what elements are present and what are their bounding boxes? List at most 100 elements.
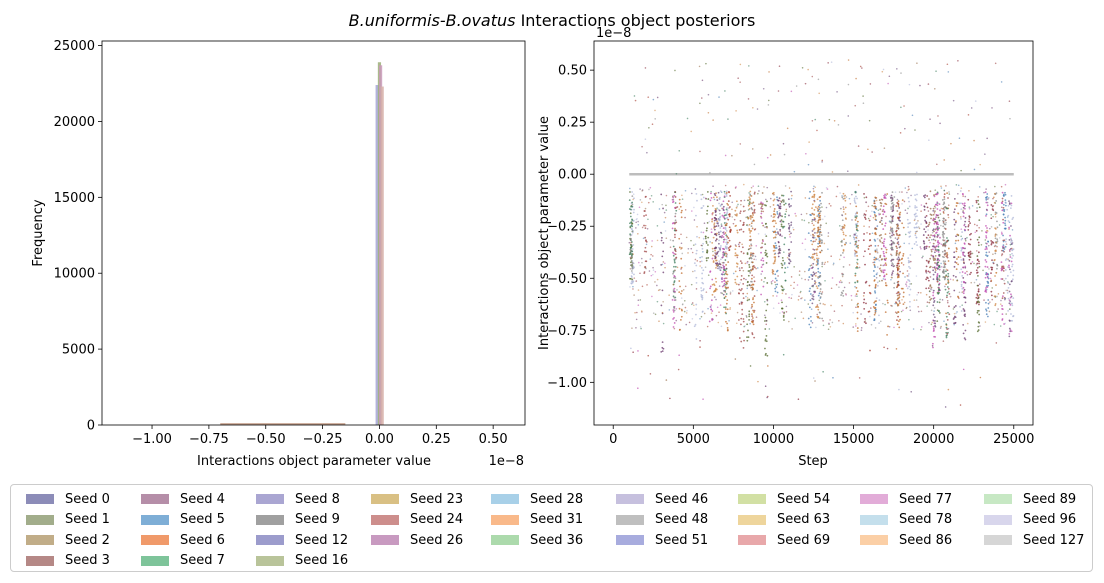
trace-point [902, 254, 905, 257]
legend-swatch [256, 514, 284, 525]
trace-point [947, 282, 949, 284]
legend-swatch [256, 535, 284, 545]
trace-point [674, 233, 676, 236]
trace-point [931, 345, 934, 347]
trace-point [704, 197, 707, 200]
trace-point [750, 214, 752, 217]
trace-point [930, 250, 933, 253]
trace-point [780, 223, 783, 226]
trace-point [960, 248, 963, 251]
trace-point [729, 306, 732, 309]
trace-point [777, 252, 780, 255]
trace-point [970, 107, 973, 109]
trace-point [726, 282, 728, 285]
trace-point [766, 354, 769, 357]
trace-point [710, 306, 712, 308]
trace-point [908, 318, 910, 321]
trace-point [675, 172, 678, 175]
trace-point [924, 194, 927, 197]
trace-point [944, 206, 947, 209]
trace-point [825, 222, 828, 225]
trace-point [946, 253, 949, 256]
trace-point [909, 221, 912, 224]
trace-point [892, 270, 895, 273]
trace-point [960, 283, 963, 286]
trace-point [964, 281, 967, 284]
trace-point [985, 246, 988, 249]
trace-point [827, 328, 830, 331]
trace-point [875, 196, 878, 199]
histogram-y-label: Frequency [31, 199, 46, 266]
trace-point [929, 190, 932, 193]
trace-point [960, 228, 963, 230]
trace-point [712, 261, 715, 264]
trace-point [722, 271, 725, 273]
trace-point [915, 223, 917, 225]
trace-y-label: Interactions object parameter value [537, 116, 552, 350]
trace-point [671, 222, 674, 225]
trace-point [673, 322, 676, 324]
trace-point [815, 238, 818, 241]
trace-point [990, 204, 993, 206]
trace-point [761, 242, 764, 245]
trace-point [908, 205, 911, 208]
trace-point [737, 283, 740, 286]
trace-point [637, 233, 639, 235]
trace-point [631, 195, 634, 198]
trace-point [816, 207, 819, 210]
trace-point [725, 247, 727, 250]
trace-point [705, 62, 707, 65]
trace-point [882, 68, 885, 71]
trace-point [760, 202, 763, 205]
trace-point [904, 209, 907, 212]
trace-point [957, 184, 960, 187]
trace-point [898, 265, 901, 268]
legend-label: Seed 69 [777, 532, 831, 548]
trace-point [746, 253, 749, 256]
trace-point [933, 205, 936, 208]
trace-point [930, 248, 933, 251]
trace-point [1008, 238, 1011, 241]
trace-point [968, 206, 971, 208]
trace-point [865, 196, 868, 199]
trace-point [719, 190, 722, 193]
trace-point [781, 256, 784, 259]
trace-point [718, 96, 720, 98]
trace-point [898, 191, 901, 193]
trace-point [844, 206, 847, 209]
trace-point [651, 123, 654, 126]
trace-point [724, 291, 727, 293]
trace-point [749, 287, 752, 289]
trace-point [996, 245, 998, 248]
trace-point [943, 196, 946, 198]
trace-point [985, 254, 987, 257]
trace-point [777, 231, 779, 234]
trace-point [1004, 277, 1007, 280]
trace-point [841, 272, 843, 275]
trace-point [680, 257, 683, 260]
trace-point [812, 240, 815, 243]
trace-point [657, 289, 660, 292]
trace-point [885, 251, 888, 254]
trace-point [650, 194, 653, 197]
trace-point [722, 200, 725, 203]
trace-point [760, 251, 762, 254]
trace-point [842, 208, 845, 211]
trace-point [986, 201, 989, 204]
trace-point [870, 307, 872, 309]
trace-point [932, 304, 935, 307]
trace-point [885, 248, 888, 251]
trace-point [900, 106, 902, 109]
trace-point [882, 302, 884, 305]
trace-point [643, 266, 646, 268]
legend-label: Seed 127 [1023, 532, 1085, 548]
trace-point [1012, 216, 1015, 219]
trace-point [868, 119, 871, 122]
trace-point [844, 213, 847, 215]
trace-point [752, 298, 754, 301]
trace-point [815, 285, 818, 288]
trace-point [918, 227, 921, 230]
trace-point [630, 241, 632, 244]
trace-point [734, 270, 737, 273]
trace-point [1008, 308, 1011, 311]
